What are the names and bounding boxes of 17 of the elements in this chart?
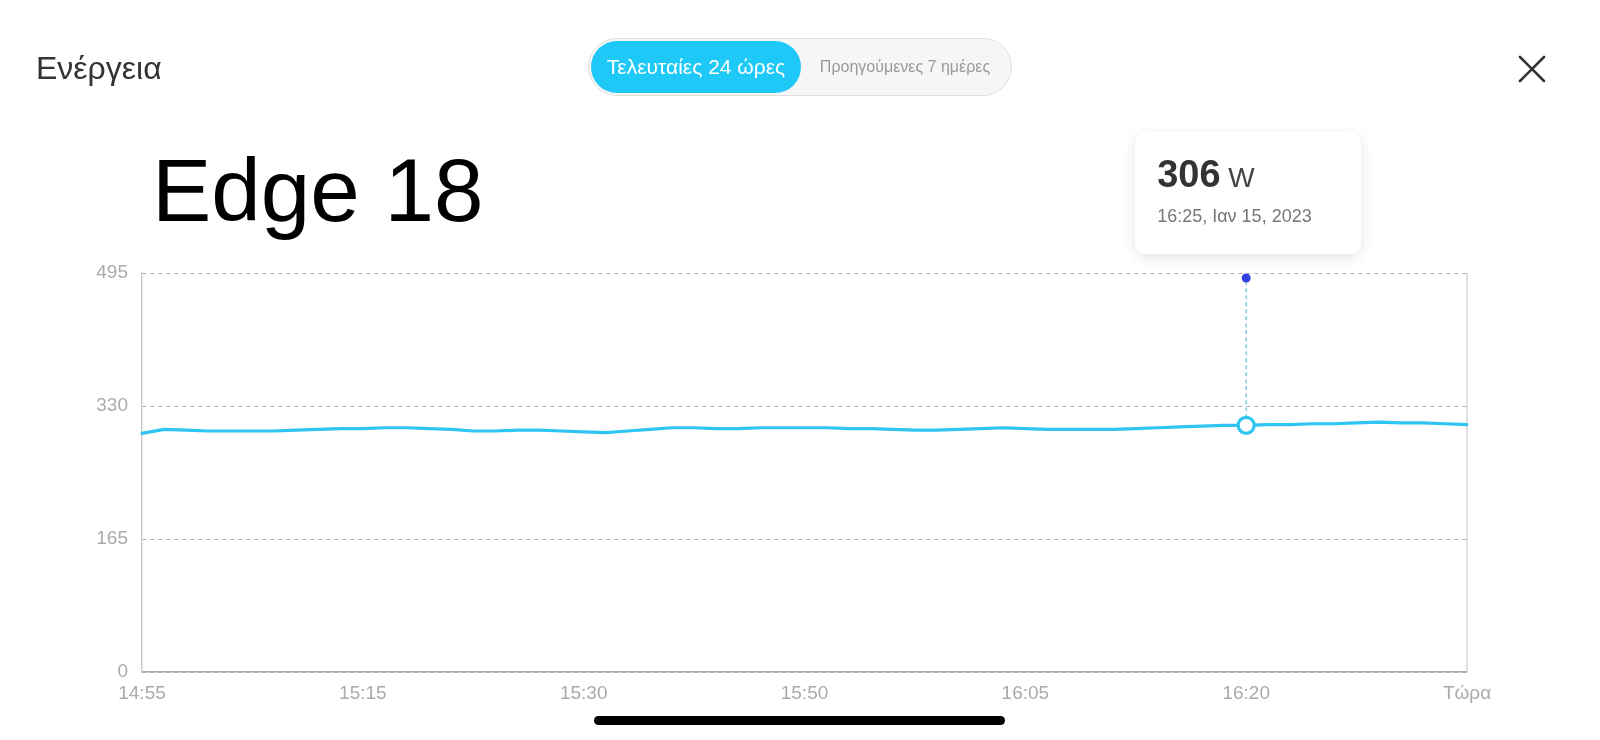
y-tick-label: 330 xyxy=(96,394,128,416)
y-tick-label: 165 xyxy=(96,527,128,549)
y-tick-label: 0 xyxy=(117,660,128,682)
x-tick-label: 15:30 xyxy=(559,681,608,703)
x-tick-label: 16:20 xyxy=(1222,681,1270,703)
x-tick-label: Τώρα xyxy=(1442,681,1492,703)
tab[interactable]: Τελευταίες 24 ώρες xyxy=(591,41,801,93)
y-tick-label: 495 xyxy=(96,261,128,283)
text: 16:25, Ιαν 15, 2023 xyxy=(1157,205,1312,227)
x-tick-label: 14:55 xyxy=(118,681,166,703)
tab[interactable]: Προηγούμενες 7 ημέρες xyxy=(801,41,1009,93)
chart-title: Ενέργεια xyxy=(36,49,162,88)
chart-subtitle: Edge 18 xyxy=(152,140,484,240)
text: 306 W xyxy=(1157,153,1255,195)
x-tick-label: 15:50 xyxy=(780,681,829,703)
x-tick-label: 16:05 xyxy=(1001,681,1050,703)
x-tick-label: 15:15 xyxy=(339,681,387,703)
